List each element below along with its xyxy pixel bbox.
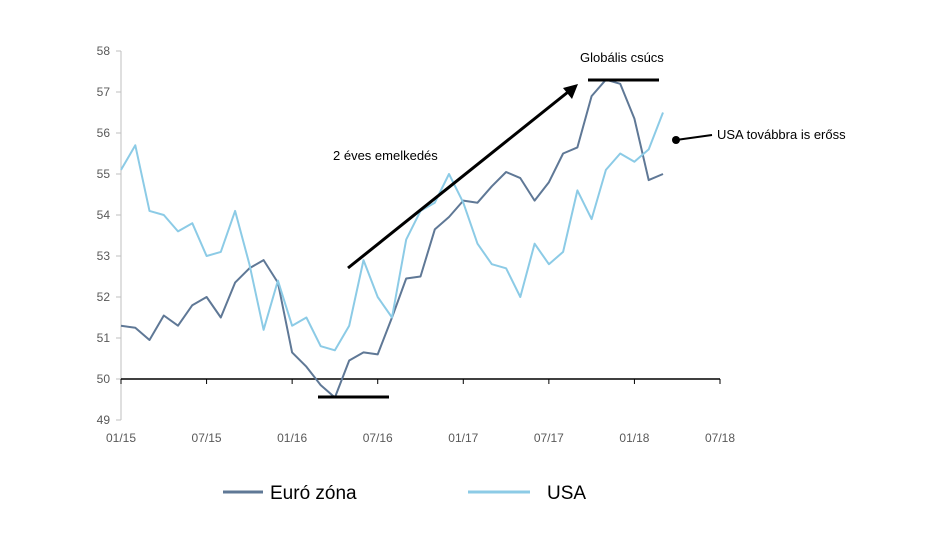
rise-arrow-head xyxy=(563,84,578,99)
legend-label-euro: Euró zóna xyxy=(270,483,357,504)
x-tick-label: 07/18 xyxy=(705,431,735,445)
y-tick-label: 49 xyxy=(97,413,111,427)
y-tick-label: 58 xyxy=(97,44,111,58)
legend: Euró zóna USA xyxy=(223,483,586,504)
y-tick-label: 54 xyxy=(97,208,111,222)
y-tick-label: 57 xyxy=(97,85,111,99)
y-tick-label: 53 xyxy=(97,249,111,263)
y-tick-label: 52 xyxy=(97,290,111,304)
legend-label-usa: USA xyxy=(547,483,586,504)
axes xyxy=(116,50,721,421)
y-tick-label: 50 xyxy=(97,372,111,386)
series-lines xyxy=(120,78,664,399)
x-tick-label: 07/15 xyxy=(192,431,222,445)
peak-label: Globális csúcs xyxy=(580,50,664,65)
y-tick-label: 56 xyxy=(97,126,111,140)
x-tick-label: 01/15 xyxy=(106,431,136,445)
usa-label: USA továbbra is erőss xyxy=(717,127,846,142)
x-tick-label: 07/17 xyxy=(534,431,564,445)
x-tick-label: 07/16 xyxy=(363,431,393,445)
x-tick-label: 01/16 xyxy=(277,431,307,445)
y-tick-label: 55 xyxy=(97,167,111,181)
rise-label: 2 éves emelkedés xyxy=(333,148,438,163)
rise-arrow-line xyxy=(347,90,569,270)
y-tick-label: 51 xyxy=(97,331,111,345)
series-line-euro xyxy=(120,78,664,399)
x-tick-label: 01/18 xyxy=(619,431,649,445)
usa-pointer-line xyxy=(675,134,713,141)
annotations: 2 éves emelkedés Globális csúcs USA tová… xyxy=(318,50,846,399)
x-tick-label: 01/17 xyxy=(448,431,478,445)
tick-labels: 49 50 51 52 53 54 55 56 57 58 01/15 07/15 01/16 07/16… xyxy=(97,44,736,445)
series-line-usa xyxy=(120,112,664,352)
